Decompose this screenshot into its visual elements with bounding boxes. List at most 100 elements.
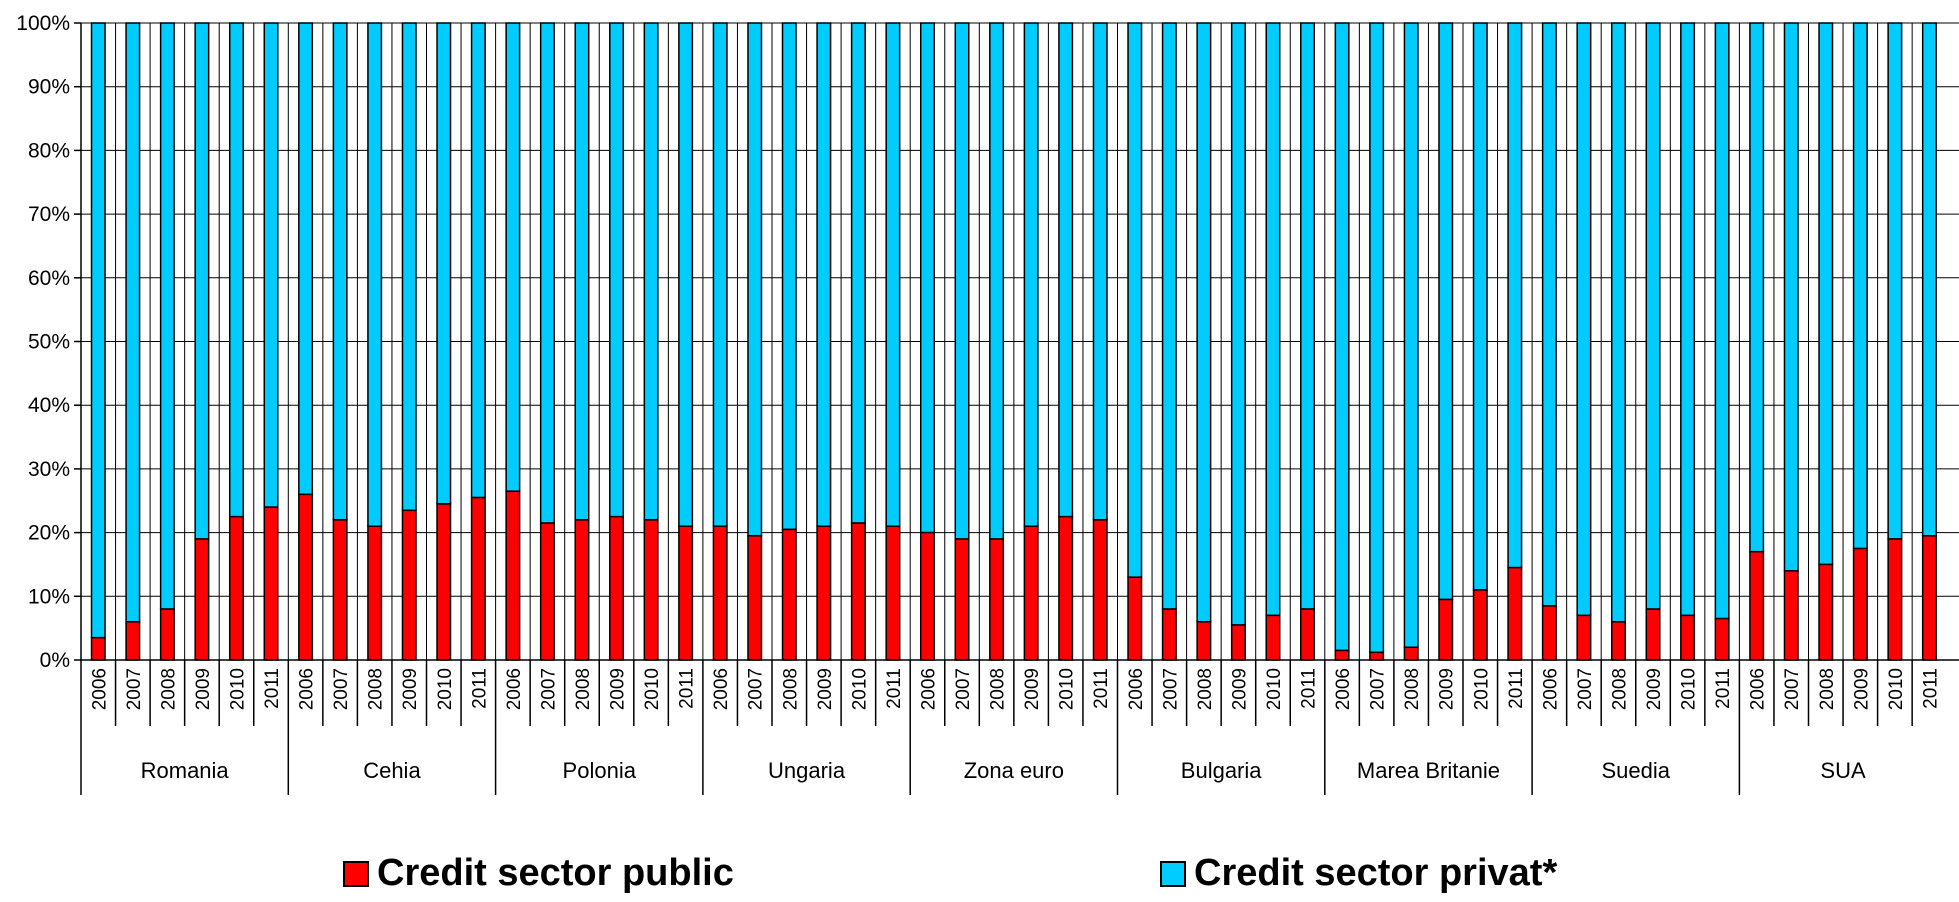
bar-private: [989, 22, 1005, 540]
x-tick-label-year: 2008: [1817, 668, 1838, 710]
bar-private: [436, 22, 452, 505]
bar-public: [194, 538, 210, 661]
bar-private: [1749, 22, 1765, 553]
bar-private: [1887, 22, 1903, 540]
x-tick-label-year: 2009: [1022, 668, 1043, 710]
x-tick-label-year: 2009: [1851, 668, 1872, 710]
x-tick-label-year: 2008: [158, 668, 179, 710]
bar-public: [712, 525, 728, 661]
gridlines: [81, 22, 1959, 661]
bar-private: [1818, 22, 1834, 566]
x-tick-label-year: 2011: [262, 668, 283, 709]
legend-item-public: Credit sector public: [343, 852, 734, 895]
bar-public: [1230, 624, 1246, 661]
bar-public: [1127, 576, 1143, 661]
bar-private: [470, 22, 486, 499]
y-tick-label: 40%: [28, 394, 70, 417]
x-tick-label-year: 2007: [1368, 668, 1389, 710]
x-tick-label-year: 2011: [1506, 668, 1527, 709]
bar-private: [159, 22, 175, 610]
bar-public: [1403, 646, 1419, 661]
x-tick-label-year: 2009: [815, 668, 836, 710]
x-tick-label-year: 2007: [746, 668, 767, 710]
bar-public: [850, 522, 866, 661]
legend-swatch-public: [343, 860, 369, 887]
bar-public: [505, 490, 521, 661]
legend-label-public: Credit sector public: [377, 852, 734, 894]
legend-item-private: Credit sector privat*: [1160, 852, 1557, 895]
x-tick-label-year: 2010: [227, 668, 248, 710]
x-tick-label-year: 2008: [1609, 668, 1630, 710]
bar-private: [1783, 22, 1799, 572]
bar-public: [436, 503, 452, 661]
bar-private: [194, 22, 210, 540]
bar-private: [954, 22, 970, 540]
bar-private: [1300, 22, 1316, 610]
x-tick-label-year: 2007: [1575, 668, 1596, 710]
x-tick-label-year: 2011: [884, 668, 905, 709]
bar-public: [1749, 550, 1765, 661]
y-tick-label: 60%: [28, 267, 70, 290]
bar-public: [1887, 538, 1903, 661]
bar-private: [263, 22, 279, 508]
bar-private: [367, 22, 383, 527]
x-tick-label-year: 2006: [1748, 668, 1769, 710]
x-tick-label-year: 2007: [538, 668, 559, 710]
x-tick-label-year: 2006: [711, 668, 732, 710]
bar-private: [1576, 22, 1592, 617]
y-tick-label: 0%: [40, 649, 70, 672]
y-tick-label: 20%: [28, 522, 70, 545]
bar-public: [919, 531, 935, 661]
bar-public: [1818, 563, 1834, 661]
bar-private: [1161, 22, 1177, 610]
bar-public: [125, 621, 141, 661]
bar-private: [1023, 22, 1039, 527]
bar-public: [1300, 608, 1316, 661]
x-tick-label-year: 2006: [89, 668, 110, 710]
x-group-label: Cehia: [363, 758, 421, 783]
legend-swatch-private: [1160, 860, 1186, 887]
bar-public: [298, 493, 314, 661]
bar-private: [1334, 22, 1350, 652]
x-tick-label-year: 2006: [1126, 668, 1147, 710]
bar-private: [1472, 22, 1488, 591]
bar-private: [298, 22, 314, 496]
bar-public: [1265, 614, 1281, 661]
bar-public: [954, 538, 970, 661]
bar-public: [1714, 617, 1730, 661]
bar-public: [1092, 519, 1108, 661]
x-tick-label-year: 2008: [988, 668, 1009, 710]
bar-private: [125, 22, 141, 623]
bar-public: [90, 636, 106, 661]
bar-private: [1507, 22, 1523, 569]
bar-public: [263, 506, 279, 661]
y-tick-label: 80%: [28, 139, 70, 162]
bar-public: [1576, 614, 1592, 661]
bar-public: [159, 608, 175, 661]
x-tick-label-year: 2007: [953, 668, 974, 710]
x-tick-label-year: 2009: [608, 668, 629, 710]
y-tick-label: 100%: [16, 12, 70, 35]
bar-public: [643, 519, 659, 661]
bar-public: [1472, 589, 1488, 661]
bar-public: [1680, 614, 1696, 661]
x-tick-label-year: 2006: [504, 668, 525, 710]
x-tick-label-year: 2009: [1644, 668, 1665, 710]
bar-private: [609, 22, 625, 518]
bar-private: [1680, 22, 1696, 617]
bar-public: [678, 525, 694, 661]
bar-public: [989, 538, 1005, 661]
x-tick-label-year: 2006: [1540, 668, 1561, 710]
bar-private: [1921, 22, 1937, 537]
stacked-bar-chart: 0% 10% 20% 30% 40% 50% 60% 70% 80% 90% 100% 2006 200…: [16, 12, 1959, 795]
legend-label-private: Credit sector privat*: [1194, 852, 1558, 894]
bar-private: [332, 22, 348, 521]
bar-private: [1438, 22, 1454, 601]
x-group-label: Bulgaria: [1181, 758, 1262, 783]
x-tick-label-year: 2011: [677, 668, 698, 709]
bar-private: [1403, 22, 1419, 649]
bar-public: [1369, 651, 1385, 661]
bar-private: [1610, 22, 1626, 623]
bar-public: [1058, 515, 1074, 661]
bar-public: [1783, 570, 1799, 661]
